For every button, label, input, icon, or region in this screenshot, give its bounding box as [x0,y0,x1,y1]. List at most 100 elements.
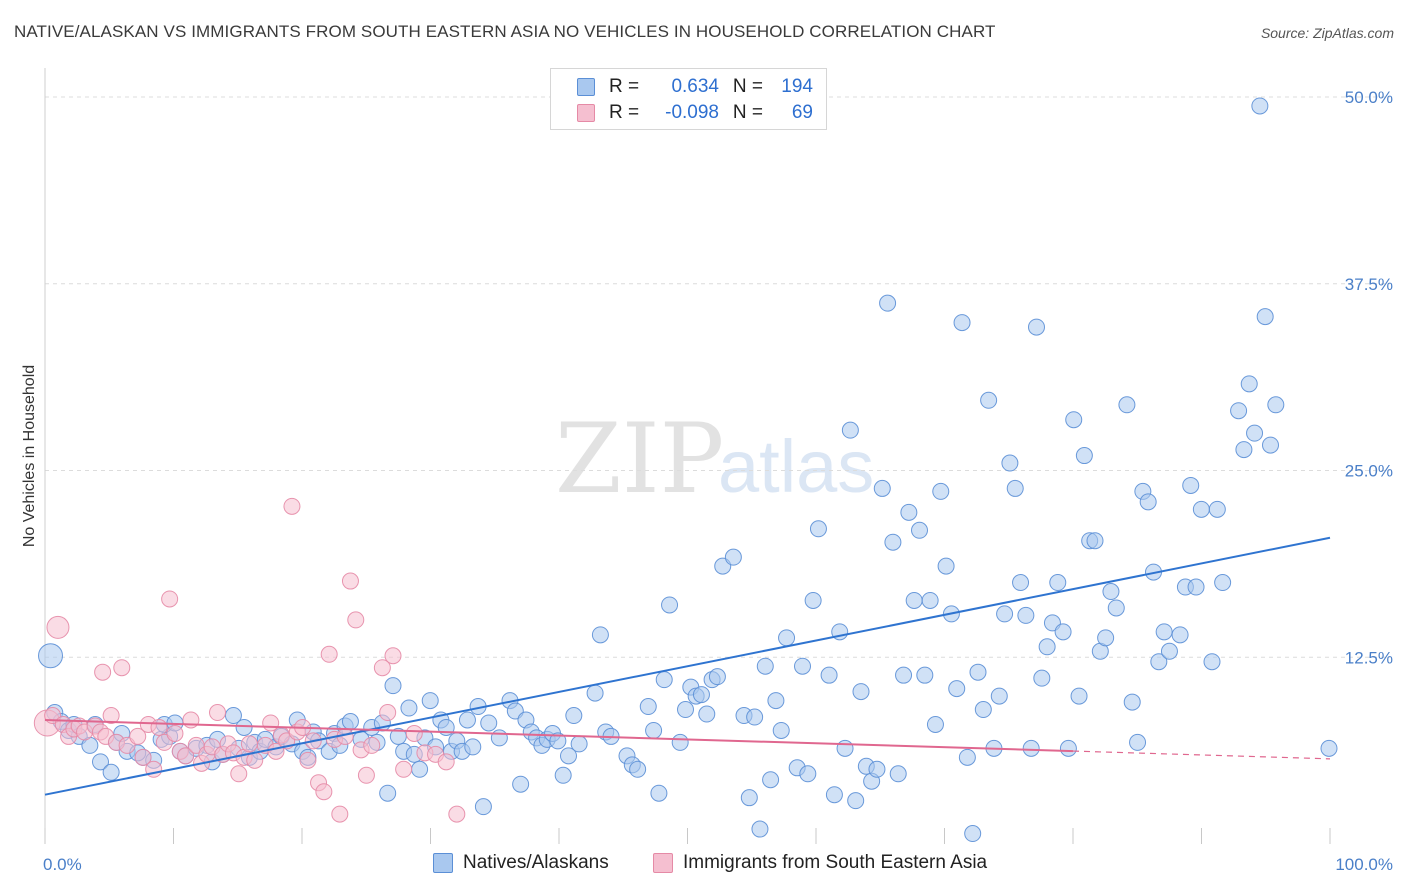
point-immigrants [150,718,168,736]
point-natives [841,421,859,439]
point-natives [549,732,567,750]
point-natives [778,629,796,647]
x-tick-label: 100.0% [1335,855,1393,874]
point-natives [905,591,923,609]
x-tick-label: 0.0% [43,855,82,874]
point-natives [464,738,482,756]
y-tick-label: 37.5% [1345,275,1393,294]
point-natives [740,789,758,807]
point-immigrants [395,760,413,778]
point-natives [1028,318,1045,336]
point-natives [1251,97,1269,115]
point-natives [645,721,663,739]
point-natives [873,479,891,497]
point-natives [724,548,742,566]
point-natives [474,798,492,816]
point-immigrants [177,747,195,765]
point-natives [879,294,897,312]
point-immigrants [320,645,338,663]
point-natives [958,748,976,766]
point-natives [692,686,710,704]
point-natives [980,391,998,409]
point-natives [852,683,870,701]
point-natives [1187,578,1205,596]
point-immigrants [129,727,147,745]
point-natives [379,784,397,802]
point-immigrants [331,805,349,823]
point-natives [661,596,679,614]
point-natives [974,701,992,719]
point-natives [1235,441,1253,459]
point-natives [458,711,476,729]
trend-line-immigrants-extension [1072,750,1331,760]
point-natives [1075,447,1093,465]
trend-line-natives [44,536,1331,796]
point-immigrants [373,659,391,677]
point-natives [1012,574,1030,592]
n-value: 69 [791,102,813,123]
point-immigrants [357,766,375,784]
point-natives [655,671,673,689]
point-natives [1214,574,1232,592]
point-natives [629,760,647,778]
point-natives [1038,638,1056,656]
point-immigrants [347,611,365,629]
point-natives [1097,629,1115,647]
point-natives [671,733,689,751]
point-natives [1208,500,1226,518]
y-tick-label: 50.0% [1345,88,1393,107]
point-natives [1160,642,1178,660]
series-legend: Natives/Alaskans Immigrants from South E… [0,852,1406,878]
point-natives [1022,739,1040,757]
point-natives [480,714,498,732]
y-axis-label: No Vehicles in Household [21,365,38,547]
point-natives [586,684,604,702]
point-natives [990,687,1008,705]
point-natives [937,557,955,575]
point-natives [1129,733,1147,751]
point-natives [698,705,716,723]
point-natives [900,503,918,521]
point-immigrants [283,497,301,515]
point-natives [400,699,418,717]
y-tick-label: 12.5% [1345,648,1393,667]
point-natives [1118,396,1136,414]
point-natives [916,666,934,684]
legend-item-immigrants[interactable]: Immigrants from South Eastern Asia [653,852,987,874]
point-natives [772,721,790,739]
point-natives [1017,606,1035,624]
legend-item-natives[interactable]: Natives/Alaskans [433,852,609,874]
point-natives [932,482,950,500]
point-natives [825,786,843,804]
point-natives [926,715,944,733]
point-natives [384,677,402,695]
point-natives [948,680,966,698]
point-natives [411,760,429,778]
point-natives [1001,454,1019,472]
n-value: 194 [781,76,813,97]
legend-swatch-natives [577,78,595,96]
legend-row-natives: R = 0.634 N = 194 [577,74,813,100]
point-natives [1320,739,1338,757]
legend-swatch-immigrants [577,104,595,122]
point-natives [1262,436,1279,454]
point-natives [794,657,811,675]
point-natives [1049,574,1067,592]
point-immigrants [341,572,359,590]
y-tick-label: 25.0% [1345,462,1393,481]
point-natives [1267,396,1285,414]
point-natives [38,643,64,669]
point-natives [639,698,657,716]
point-natives [762,771,780,789]
point-natives [1033,669,1051,687]
point-natives [799,765,817,783]
legend-row-immigrants: R = -0.098 N = 69 [577,100,813,126]
point-natives [756,657,774,675]
point-natives [490,729,508,747]
legend-label-natives: Natives/Alaskans [463,852,609,873]
point-immigrants [448,805,466,823]
point-natives [570,735,588,753]
point-natives [650,784,668,802]
point-natives [1006,479,1024,497]
point-immigrants [299,751,317,769]
